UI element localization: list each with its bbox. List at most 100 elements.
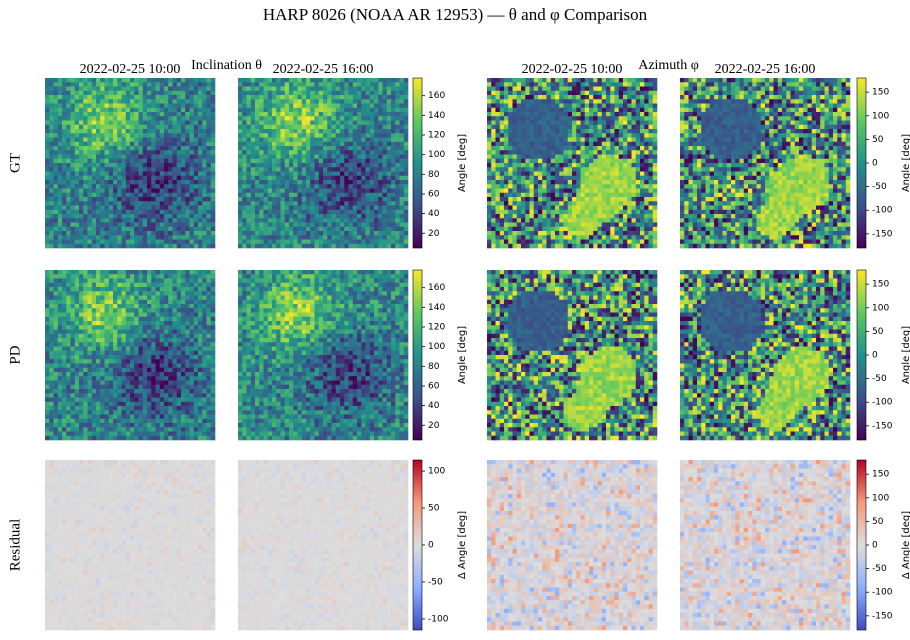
heatmap-cell <box>155 545 161 550</box>
heatmap-cell <box>142 239 148 245</box>
heatmap-cell <box>100 515 105 520</box>
heatmap-cell <box>87 120 93 126</box>
heatmap-cell <box>104 464 110 469</box>
heatmap-cell <box>49 587 54 593</box>
heatmap-cell <box>53 304 59 309</box>
heatmap-cell <box>96 528 101 533</box>
heatmap-cell <box>113 418 118 424</box>
heatmap-cell <box>121 600 127 605</box>
heatmap-cell <box>164 137 169 143</box>
heatmap-cell <box>57 158 63 164</box>
heatmap-cell <box>172 528 178 533</box>
heatmap-cell <box>168 291 173 296</box>
heatmap-cell <box>130 146 135 151</box>
heatmap-cell <box>189 282 195 288</box>
heatmap-cell <box>134 498 139 503</box>
heatmap-cell <box>164 583 169 588</box>
heatmap-cell <box>87 519 93 525</box>
heatmap-cell <box>130 158 135 164</box>
heatmap-cell <box>108 515 114 520</box>
heatmap-cell <box>198 532 203 537</box>
heatmap-cell <box>159 376 165 381</box>
heatmap-cell <box>57 401 63 407</box>
heatmap-cell <box>74 175 80 181</box>
heatmap-cell <box>79 333 84 339</box>
heatmap-cell <box>138 124 144 130</box>
heatmap-cell <box>172 464 178 469</box>
heatmap-cell <box>74 299 80 305</box>
heatmap-cell <box>176 532 182 537</box>
heatmap-cell <box>113 613 118 618</box>
heatmap-cell <box>151 209 156 215</box>
heatmap-cell <box>45 116 50 121</box>
heatmap-cell <box>79 485 84 491</box>
heatmap-cell <box>57 270 63 275</box>
heatmap-cell <box>117 384 122 390</box>
heatmap-cell <box>108 146 114 151</box>
heatmap-cell <box>159 180 165 185</box>
heatmap-cell <box>66 175 71 181</box>
heatmap-cell <box>189 523 195 529</box>
row-label: PD <box>7 345 23 364</box>
heatmap-cell <box>100 150 105 155</box>
heatmap-cell <box>181 90 186 96</box>
heatmap-cell <box>189 460 195 465</box>
heatmap-cell <box>147 270 152 275</box>
heatmap-cell <box>121 549 127 554</box>
heatmap-cell <box>53 184 59 189</box>
heatmap-cell <box>113 515 118 520</box>
heatmap-cell <box>87 316 93 322</box>
heatmap-cell <box>151 201 156 206</box>
heatmap-cell <box>284 86 290 92</box>
heatmap-cell <box>62 625 67 631</box>
heatmap-cell <box>74 608 80 614</box>
heatmap-cell <box>74 167 80 172</box>
heatmap-cell <box>117 239 122 245</box>
heatmap-cell <box>147 545 152 550</box>
heatmap-cell <box>49 410 54 415</box>
heatmap-cell <box>399 86 405 92</box>
heatmap-cell <box>66 389 71 394</box>
heatmap-cell <box>70 124 76 130</box>
heatmap-cell <box>49 338 54 343</box>
heatmap-cell <box>74 393 80 398</box>
heatmap-cell <box>87 141 93 147</box>
heatmap-cell <box>100 511 105 516</box>
heatmap-cell <box>155 103 161 109</box>
heatmap-cell <box>53 519 59 525</box>
heatmap-cell <box>62 99 67 104</box>
heatmap-cell <box>100 574 105 580</box>
heatmap-cell <box>79 506 84 512</box>
heatmap-cell <box>185 464 190 469</box>
heatmap-cell <box>206 201 212 206</box>
heatmap-cell <box>189 435 195 441</box>
heatmap-cell <box>79 226 84 232</box>
heatmap-cell <box>87 154 93 160</box>
heatmap-cell <box>125 270 131 275</box>
heatmap-cell <box>91 235 97 240</box>
heatmap-cell <box>151 158 156 164</box>
heatmap-cell <box>125 103 131 109</box>
heatmap-cell <box>134 423 139 428</box>
heatmap-cell <box>142 468 148 474</box>
heatmap-cell <box>121 90 127 96</box>
heatmap-cell <box>83 146 88 151</box>
heatmap-cell <box>70 545 76 550</box>
heatmap-cell <box>142 291 148 296</box>
heatmap-cell <box>108 180 114 185</box>
heatmap-cell <box>206 427 212 432</box>
heatmap-cell <box>53 158 59 164</box>
heatmap-cell <box>210 566 216 571</box>
heatmap-cell <box>125 291 131 296</box>
heatmap-cell <box>45 209 50 215</box>
heatmap-cell <box>176 389 182 394</box>
heatmap-cell <box>100 90 105 96</box>
heatmap-cell <box>147 583 152 588</box>
heatmap-cell <box>181 346 186 352</box>
heatmap-cell <box>57 274 63 279</box>
heatmap-cell <box>198 316 203 322</box>
heatmap-cell <box>49 350 54 356</box>
heatmap-cell <box>142 350 148 356</box>
heatmap-cell <box>142 316 148 322</box>
heatmap-cell <box>70 171 76 177</box>
